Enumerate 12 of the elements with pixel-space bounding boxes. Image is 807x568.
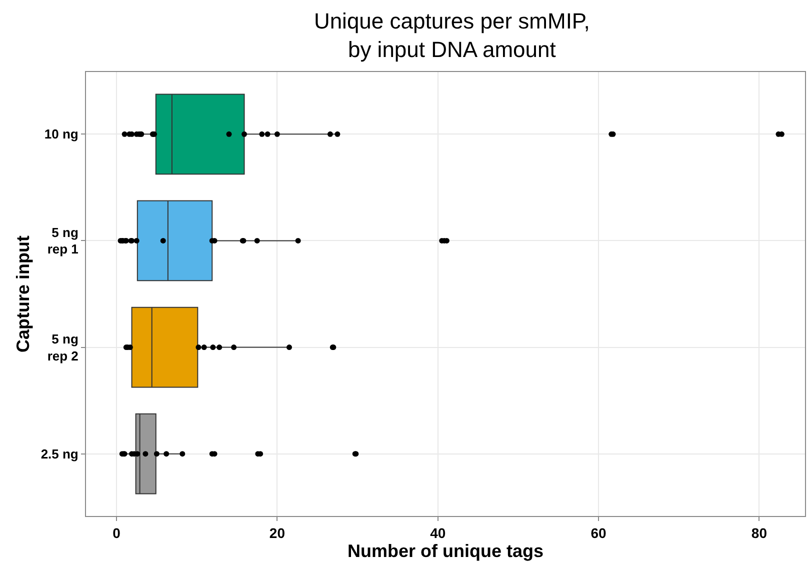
y-axis-title: Capture input <box>13 236 34 352</box>
x-tick-label: 0 <box>112 524 121 541</box>
y-tick-label: 2.5 ng <box>40 446 78 462</box>
y-tick-label: 10 ng <box>44 126 78 142</box>
x-tick-label: 80 <box>751 524 768 541</box>
x-axis-title: Number of unique tags <box>347 540 544 561</box>
x-tick-label: 40 <box>430 524 446 541</box>
x-tick-label: 60 <box>590 524 607 541</box>
y-tick-label: 5 ng rep 2 <box>47 331 78 364</box>
chart-title: Unique captures per smMIP, by input DNA amount <box>314 8 590 62</box>
y-tick-label: 5 ng rep 1 <box>47 224 78 257</box>
x-tick-label: 20 <box>269 524 286 541</box>
